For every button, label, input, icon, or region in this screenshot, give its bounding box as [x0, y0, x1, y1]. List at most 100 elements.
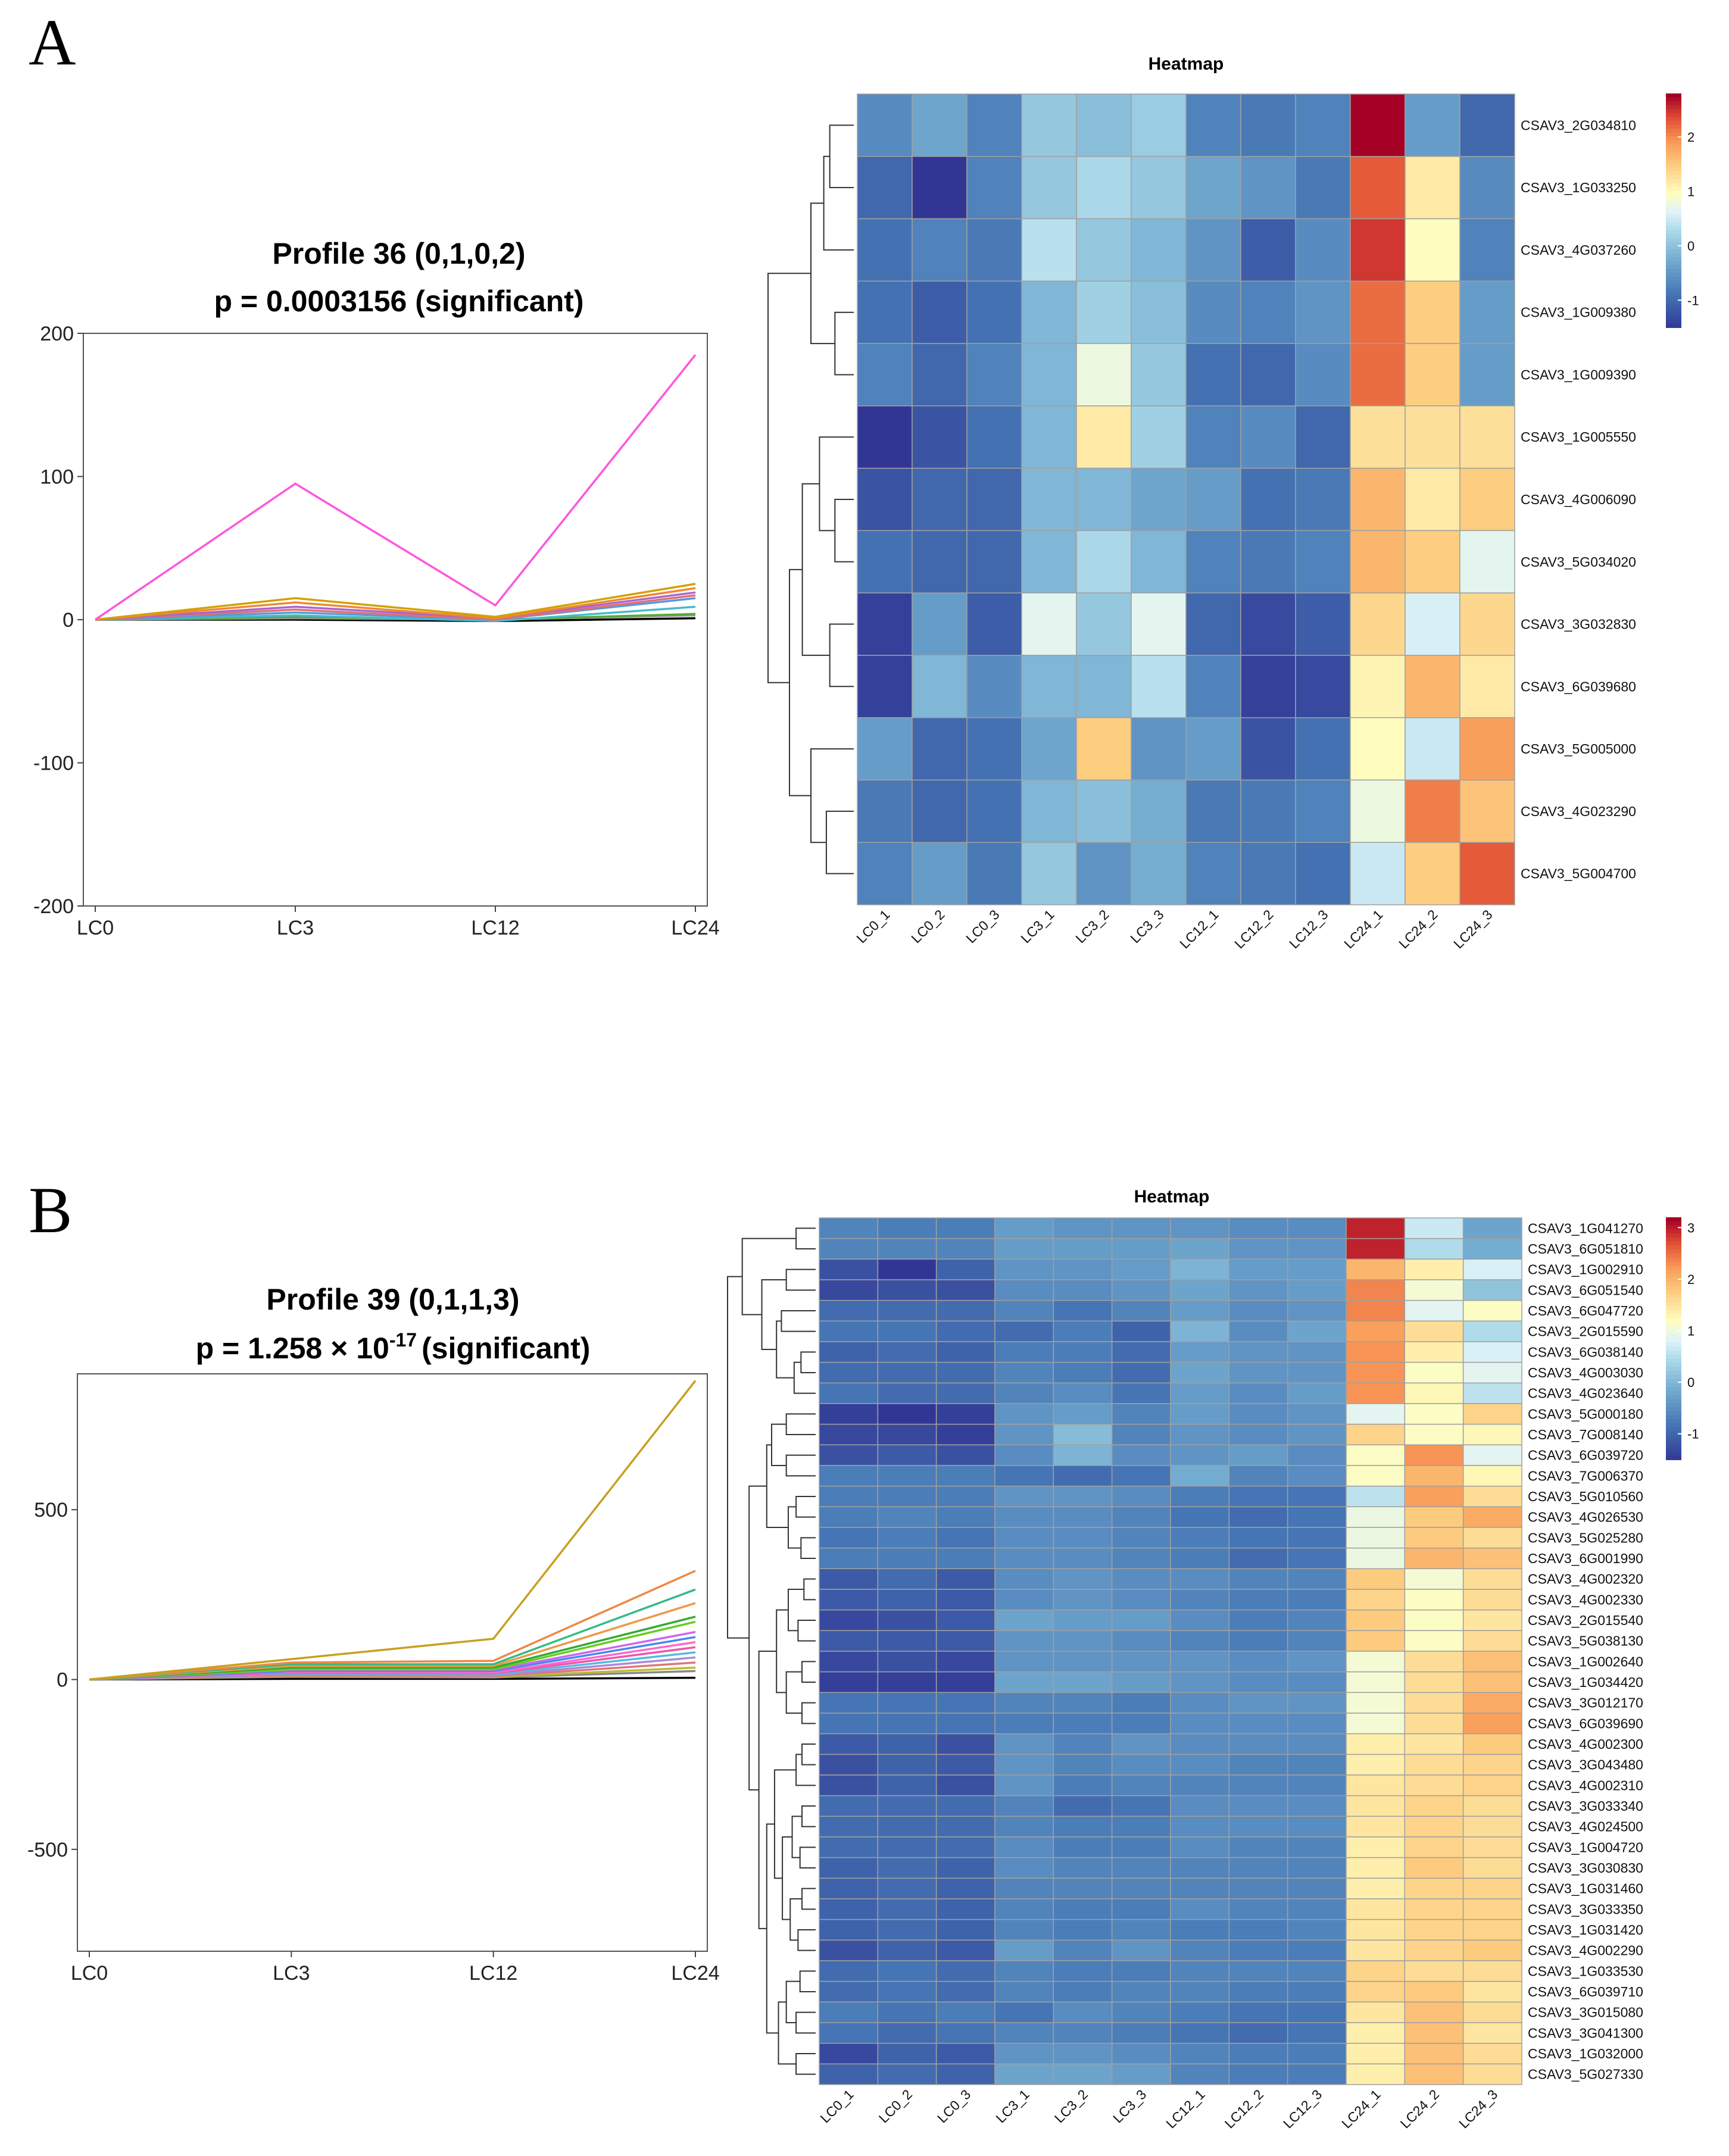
- heatmap-b-legend-step: [1666, 1407, 1681, 1412]
- heatmap-b-cell: [1170, 1754, 1230, 1776]
- heatmap-b-legend-step: [1666, 1237, 1681, 1242]
- heatmap-a-legend-step: [1666, 218, 1681, 223]
- heatmap-b-cell: [819, 1568, 879, 1590]
- heatmap-a-cell: [1021, 156, 1077, 220]
- heatmap-b-cell: [1287, 1299, 1347, 1322]
- heatmap-a-cell: [1295, 156, 1351, 220]
- heatmap-b-cell: [1462, 1320, 1522, 1342]
- heatmap-b-legend-step: [1666, 1221, 1681, 1226]
- heatmap-b-legend-step: [1666, 1379, 1681, 1384]
- heatmap-b-cell: [1170, 1857, 1230, 1879]
- heatmap-b-cell: [994, 1692, 1054, 1714]
- heatmap-b-cell: [819, 1754, 879, 1776]
- heatmap-b-cell: [1287, 1527, 1347, 1549]
- heatmap-a-cell: [857, 218, 913, 282]
- heatmap-a-cell: [966, 218, 1022, 282]
- heatmap-a-cell: [1459, 218, 1515, 282]
- heatmap-b-cell: [1287, 1754, 1347, 1776]
- heatmap-a-dendrogram-branch: [829, 623, 854, 688]
- heatmap-b-cell: [935, 1960, 995, 1982]
- heatmap-b-cell: [1228, 1382, 1288, 1404]
- heatmap-b-legend-step: [1666, 1411, 1681, 1416]
- heatmap-b-cell: [1111, 1713, 1171, 1735]
- heatmap-a-cell: [1459, 842, 1515, 905]
- heatmap-b-cell: [994, 1361, 1054, 1384]
- heatmap-b-dendrogram-branch: [785, 1268, 816, 1291]
- heatmap-b-col-label: LC12_3: [1280, 2086, 1325, 2131]
- heatmap-b-cell: [1228, 1816, 1288, 1838]
- heatmap-b-cell: [1228, 1258, 1288, 1280]
- heatmap-a-cell: [1405, 93, 1460, 157]
- heatmap-b-cell: [1170, 1403, 1230, 1425]
- heatmap-b-legend-step: [1666, 1326, 1681, 1331]
- heatmap-b-cell: [1053, 2001, 1113, 2023]
- heatmap-a-row-label: CSAV3_5G034020: [1521, 554, 1636, 570]
- heatmap-b-cell: [1287, 1671, 1347, 1693]
- heatmap-b-cell: [819, 1671, 879, 1693]
- heatmap-b-cell: [1346, 1547, 1406, 1570]
- heatmap-a-cell: [1295, 218, 1351, 282]
- heatmap-a-cell: [1405, 717, 1460, 781]
- heatmap-a-cell: [1240, 467, 1296, 532]
- heatmap-b-cell: [935, 1258, 995, 1280]
- heatmap-b-cell: [819, 1692, 879, 1714]
- heatmap-b-dendrogram-branch: [785, 1671, 802, 1714]
- profile-a-title: Profile 36 (0,1,0,2): [272, 237, 525, 270]
- profile-a-series-line: [95, 354, 697, 621]
- heatmap-b-cell: [877, 1898, 937, 1920]
- heatmap-a-col-label: LC0_3: [963, 907, 1002, 946]
- heatmap-a-cell: [1459, 280, 1515, 344]
- heatmap-b-legend-step: [1666, 1318, 1681, 1323]
- heatmap-b-cell: [819, 1403, 879, 1425]
- heatmap-b-cell: [1287, 1506, 1347, 1528]
- heatmap-b-cell: [1170, 1485, 1230, 1508]
- heatmap-a-cell: [1131, 717, 1187, 781]
- heatmap-b-cell: [1462, 2042, 1522, 2065]
- heatmap-b-cell: [935, 1238, 995, 1260]
- heatmap-b-cell: [1053, 1836, 1113, 1858]
- heatmap-a-cell: [912, 405, 968, 469]
- heatmap-b-cell: [1170, 1733, 1230, 1755]
- heatmap-b-cell: [877, 2042, 937, 2065]
- heatmap-b-row-label: CSAV3_6G001990: [1528, 1551, 1643, 1566]
- heatmap-a-legend-step: [1666, 140, 1681, 145]
- heatmap-b-cell: [1111, 1980, 1171, 2003]
- heatmap-a-legend-step: [1666, 148, 1681, 153]
- heatmap-b-cell: [877, 1713, 937, 1735]
- heatmap-b-cell: [1170, 1898, 1230, 1920]
- heatmap-a-cell: [1405, 343, 1460, 407]
- heatmap-a-cell: [1185, 93, 1241, 157]
- heatmap-b-cell: [819, 2063, 879, 2085]
- heatmap-b-cell: [1053, 1320, 1113, 1342]
- heatmap-a-legend-step: [1666, 175, 1681, 180]
- heatmap-b-cell: [935, 1836, 995, 1858]
- heatmap-b-cell: [1111, 1630, 1171, 1652]
- heatmap-b-legend-step: [1666, 1386, 1681, 1392]
- heatmap-b-dendrogram-branch: [727, 1276, 750, 1639]
- heatmap-a-cell: [1021, 343, 1077, 407]
- heatmap-b-cell: [1404, 1733, 1464, 1755]
- profile-a-xtick-label: LC12: [471, 917, 519, 939]
- heatmap-b-cell: [1111, 1547, 1171, 1570]
- heatmap-b-cell: [1404, 1568, 1464, 1590]
- heatmap-b-dendrogram-branch: [778, 2001, 797, 2065]
- heatmap-b-row-label: CSAV3_4G024500: [1528, 1819, 1643, 1835]
- heatmap-b-cell: [1462, 1465, 1522, 1487]
- heatmap-b-cell: [1287, 1361, 1347, 1384]
- heatmap-a-cell: [912, 93, 968, 157]
- heatmap-a-legend-step: [1666, 109, 1681, 114]
- heatmap-b-cell: [1346, 1960, 1406, 1982]
- heatmap-b-cell: [1228, 1713, 1288, 1735]
- heatmap-b-cell: [1228, 1547, 1288, 1570]
- heatmap-b-cell: [1287, 1465, 1347, 1487]
- heatmap-b-cell: [1228, 1361, 1288, 1384]
- heatmap-b-cell: [1170, 1320, 1230, 1342]
- heatmap-b-cell: [1462, 1217, 1522, 1239]
- heatmap-b-legend-step: [1666, 1455, 1681, 1460]
- heatmap-a-cell: [857, 467, 913, 532]
- heatmap-b-cell: [1287, 1444, 1347, 1466]
- profile-b-ytick-label: 500: [34, 1499, 68, 1521]
- heatmap-b-cell: [1053, 1444, 1113, 1466]
- heatmap-a-col-label: LC12_2: [1231, 907, 1276, 951]
